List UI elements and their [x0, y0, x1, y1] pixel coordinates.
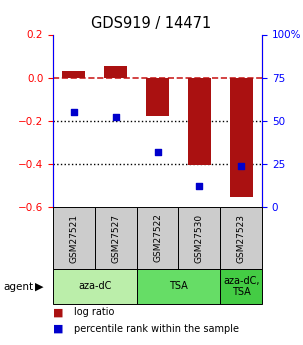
Text: GSM27522: GSM27522 [153, 214, 162, 263]
Point [155, 149, 160, 155]
Text: GSM27521: GSM27521 [69, 214, 78, 263]
Bar [95, 207, 137, 269]
Text: aza-dC,
TSA: aza-dC, TSA [223, 276, 259, 297]
Point [239, 163, 244, 168]
Text: agent: agent [3, 282, 33, 292]
Text: GSM27530: GSM27530 [195, 214, 204, 263]
Text: log ratio: log ratio [74, 307, 115, 317]
Bar [137, 269, 220, 304]
Bar [220, 207, 262, 269]
Bar [146, 78, 169, 117]
Text: GSM27527: GSM27527 [111, 214, 120, 263]
Bar [220, 269, 262, 304]
Point [72, 109, 76, 115]
Text: aza-dC: aza-dC [78, 282, 112, 291]
Text: ■: ■ [53, 324, 64, 334]
Point [113, 115, 118, 120]
Bar [178, 207, 220, 269]
Text: GSM27523: GSM27523 [237, 214, 246, 263]
Text: percentile rank within the sample: percentile rank within the sample [74, 324, 239, 334]
Point [197, 184, 202, 189]
Bar [53, 207, 95, 269]
Text: GDS919 / 14471: GDS919 / 14471 [92, 16, 211, 30]
Bar [53, 269, 137, 304]
Text: TSA: TSA [169, 282, 188, 291]
Bar [62, 71, 85, 78]
Text: ■: ■ [53, 307, 64, 317]
Bar [230, 78, 253, 197]
Bar [104, 66, 127, 78]
Text: ▶: ▶ [35, 282, 43, 292]
Bar [137, 207, 178, 269]
Bar [188, 78, 211, 165]
